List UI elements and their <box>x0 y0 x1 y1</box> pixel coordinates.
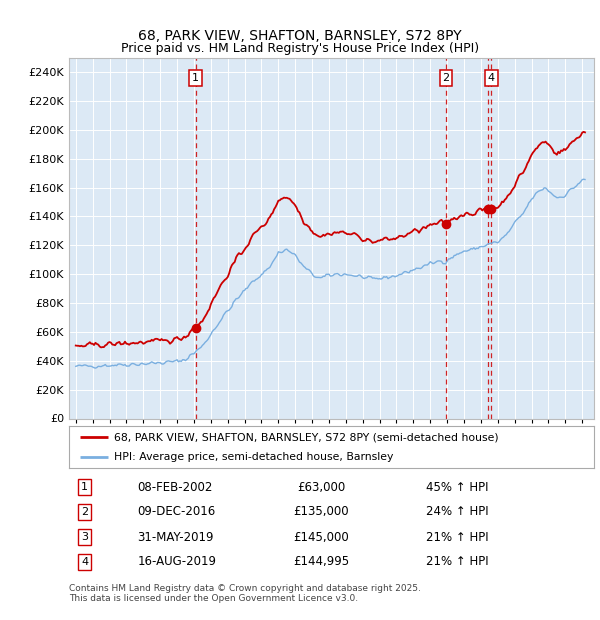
Text: 08-FEB-2002: 08-FEB-2002 <box>137 480 212 494</box>
Text: 24% ↑ HPI: 24% ↑ HPI <box>426 505 488 518</box>
Text: 68, PARK VIEW, SHAFTON, BARNSLEY, S72 8PY: 68, PARK VIEW, SHAFTON, BARNSLEY, S72 8P… <box>138 29 462 43</box>
Text: 1: 1 <box>81 482 88 492</box>
Text: 3: 3 <box>81 533 88 542</box>
Text: £135,000: £135,000 <box>293 505 349 518</box>
Text: 4: 4 <box>488 73 495 83</box>
Text: Contains HM Land Registry data © Crown copyright and database right 2025.
This d: Contains HM Land Registry data © Crown c… <box>69 584 421 603</box>
Text: 2: 2 <box>81 507 88 516</box>
Text: 21% ↑ HPI: 21% ↑ HPI <box>426 556 488 569</box>
Text: £63,000: £63,000 <box>297 480 345 494</box>
Text: HPI: Average price, semi-detached house, Barnsley: HPI: Average price, semi-detached house,… <box>113 452 393 462</box>
Text: 4: 4 <box>81 557 88 567</box>
Text: 21% ↑ HPI: 21% ↑ HPI <box>426 531 488 544</box>
Text: 2: 2 <box>443 73 449 83</box>
Text: 31-MAY-2019: 31-MAY-2019 <box>137 531 214 544</box>
Text: 16-AUG-2019: 16-AUG-2019 <box>137 556 216 569</box>
Text: 45% ↑ HPI: 45% ↑ HPI <box>426 480 488 494</box>
Text: £144,995: £144,995 <box>293 556 349 569</box>
Text: £145,000: £145,000 <box>293 531 349 544</box>
Text: Price paid vs. HM Land Registry's House Price Index (HPI): Price paid vs. HM Land Registry's House … <box>121 43 479 55</box>
Text: 09-DEC-2016: 09-DEC-2016 <box>137 505 215 518</box>
Text: 68, PARK VIEW, SHAFTON, BARNSLEY, S72 8PY (semi-detached house): 68, PARK VIEW, SHAFTON, BARNSLEY, S72 8P… <box>113 432 498 442</box>
Text: 1: 1 <box>192 73 199 83</box>
